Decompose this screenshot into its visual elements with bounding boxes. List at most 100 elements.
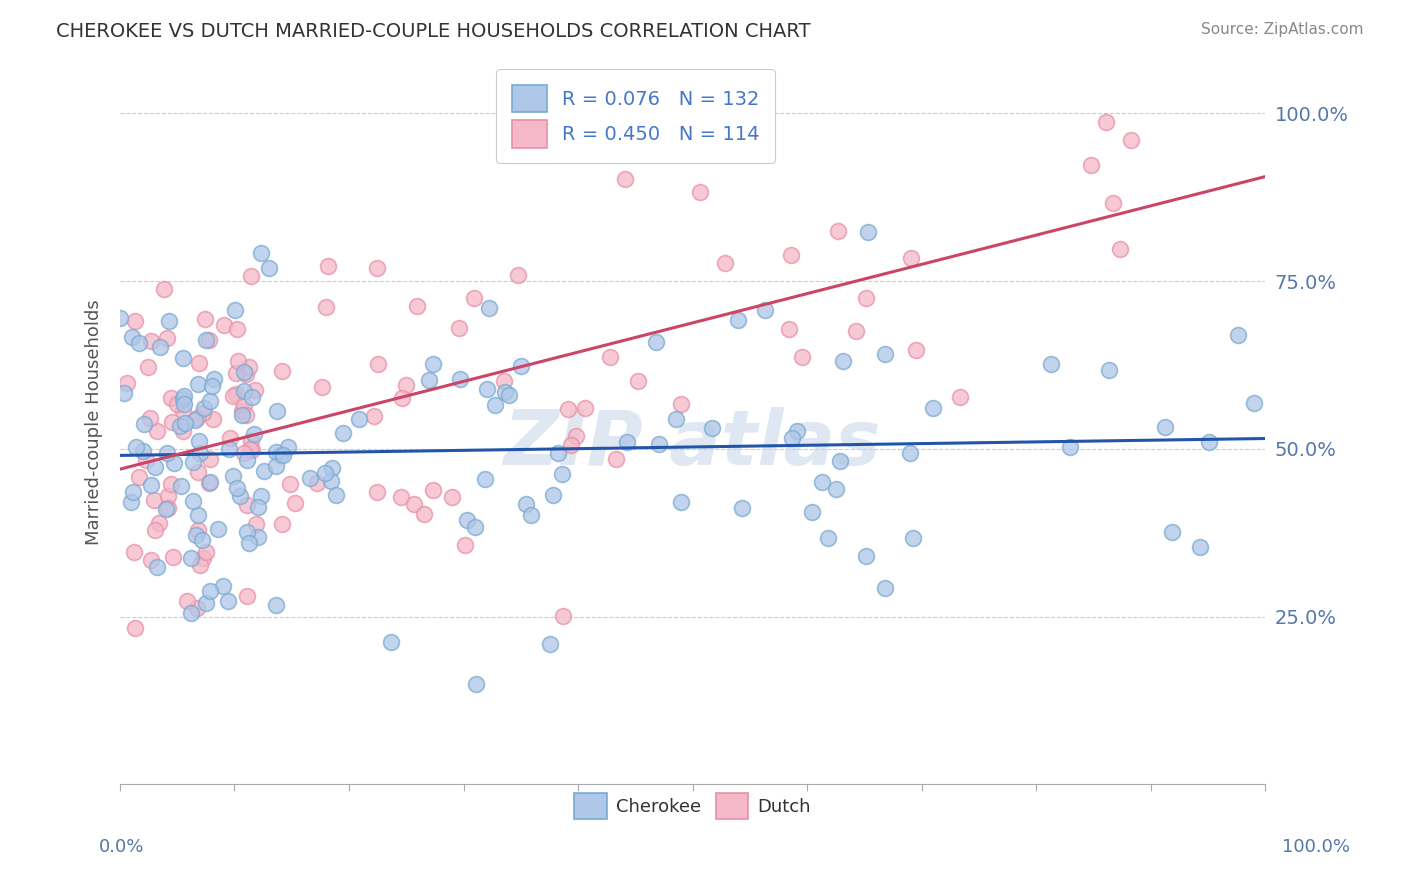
Point [464, 520, 486, 534]
Point [449, 321, 471, 335]
Point [217, 594, 239, 608]
Point [124, 314, 146, 328]
Point [367, 357, 389, 371]
Point [484, 398, 506, 412]
Point [349, 411, 371, 425]
Point [145, 559, 167, 574]
Point [280, 477, 302, 491]
Point [599, 350, 621, 364]
Point [311, 380, 333, 394]
Point [873, 582, 896, 596]
Point [233, 365, 256, 379]
Point [404, 497, 426, 511]
Point [155, 502, 177, 516]
Point [363, 409, 385, 423]
Point [1109, 242, 1132, 256]
Point [156, 489, 179, 503]
Point [139, 477, 162, 491]
Point [121, 330, 143, 344]
Point [166, 397, 188, 411]
Point [900, 251, 922, 265]
Point [800, 505, 823, 519]
Point [239, 434, 262, 449]
Point [560, 438, 582, 452]
Point [159, 314, 181, 328]
Point [284, 496, 307, 510]
Point [1101, 195, 1123, 210]
Point [148, 340, 170, 354]
Point [187, 465, 209, 479]
Point [231, 408, 253, 422]
Point [200, 452, 222, 467]
Point [855, 549, 877, 563]
Point [422, 357, 444, 371]
Point [389, 490, 412, 504]
Point [195, 544, 218, 558]
Point [811, 475, 834, 490]
Point [1040, 357, 1063, 371]
Point [778, 322, 800, 336]
Point [669, 397, 692, 411]
Point [153, 282, 176, 296]
Point [395, 377, 418, 392]
Point [699, 131, 721, 145]
Point [235, 498, 257, 512]
Point [235, 589, 257, 603]
Point [824, 482, 846, 496]
Point [856, 225, 879, 239]
Point [201, 379, 224, 393]
Point [194, 596, 217, 610]
Point [225, 322, 247, 336]
Point [1154, 420, 1177, 434]
Point [949, 391, 972, 405]
Point [319, 474, 342, 488]
Point [195, 333, 218, 347]
Point [160, 415, 183, 429]
Point [139, 553, 162, 567]
Point [225, 481, 247, 495]
Point [418, 373, 440, 387]
Point [188, 558, 211, 573]
Point [605, 451, 627, 466]
Point [321, 461, 343, 475]
Point [172, 351, 194, 365]
Point [792, 350, 814, 364]
Point [160, 477, 183, 491]
Point [506, 268, 529, 283]
Point [271, 448, 294, 462]
Point [198, 475, 221, 489]
Point [779, 248, 801, 262]
Point [645, 335, 668, 350]
Point [1059, 441, 1081, 455]
Point [1095, 115, 1118, 129]
Point [186, 601, 208, 615]
Point [184, 413, 207, 427]
Point [786, 424, 808, 438]
Point [218, 442, 240, 456]
Point [551, 467, 574, 482]
Point [422, 483, 444, 497]
Point [219, 431, 242, 445]
Point [456, 513, 478, 527]
Point [413, 507, 436, 521]
Point [905, 343, 928, 357]
Point [316, 259, 339, 273]
Point [243, 383, 266, 397]
Point [225, 366, 247, 380]
Point [222, 469, 245, 483]
Point [187, 523, 209, 537]
Point [366, 261, 388, 276]
Point [169, 419, 191, 434]
Point [921, 401, 943, 416]
Point [201, 412, 224, 426]
Point [134, 417, 156, 432]
Point [169, 478, 191, 492]
Point [727, 312, 749, 326]
Point [1098, 363, 1121, 377]
Point [714, 256, 737, 270]
Point [138, 360, 160, 375]
Point [1198, 434, 1220, 449]
Point [135, 452, 157, 467]
Point [1188, 540, 1211, 554]
Point [172, 424, 194, 438]
